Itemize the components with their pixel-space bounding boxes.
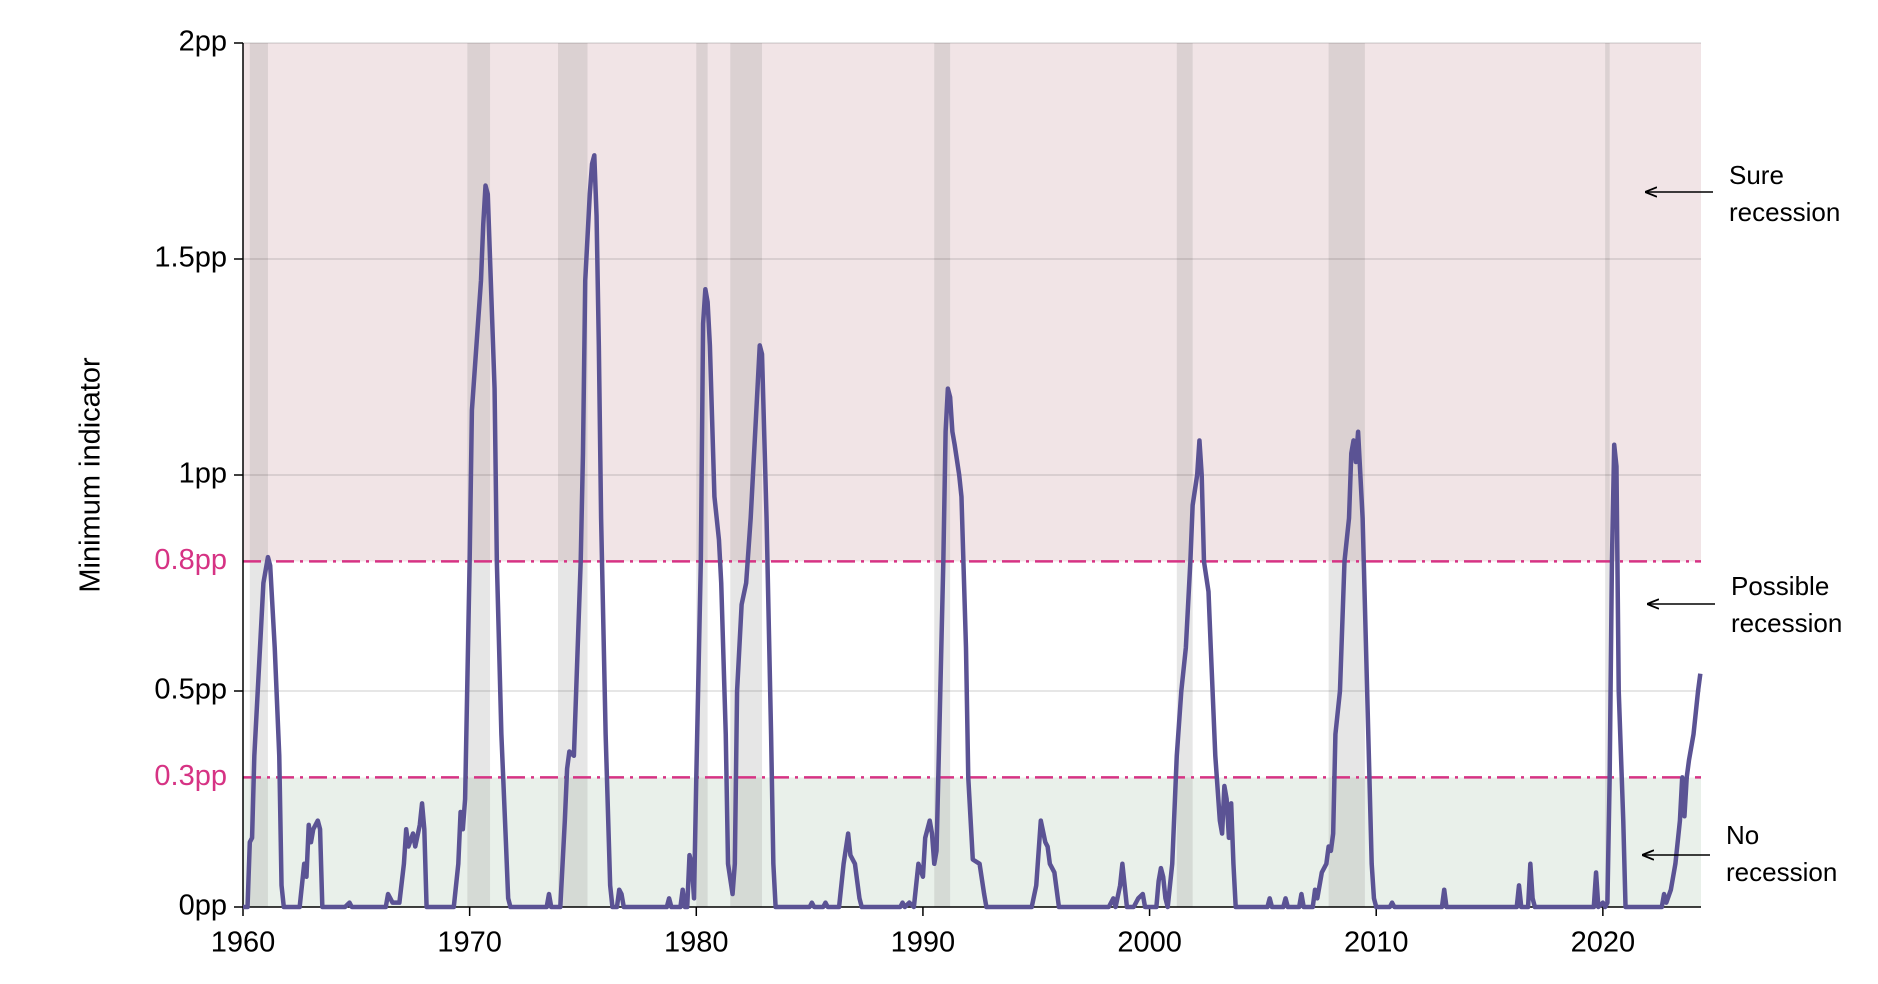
x-tick-label: 2000 <box>1117 927 1182 959</box>
x-tick-label: 1970 <box>437 927 502 959</box>
x-tick-label: 1990 <box>891 927 956 959</box>
annotation: No recession <box>1726 820 1838 887</box>
threshold-label: 0.8pp <box>154 544 227 576</box>
x-tick-label: 2020 <box>1571 927 1636 959</box>
y-tick-label: 0.5pp <box>154 674 227 706</box>
y-tick-label: 1.5pp <box>154 242 227 274</box>
annotation: Sure recession <box>1729 160 1841 227</box>
x-tick-label: 1960 <box>211 927 276 959</box>
x-tick-label: 1980 <box>664 927 729 959</box>
threshold-label: 0.3pp <box>154 760 227 792</box>
recession-band <box>467 43 491 907</box>
x-tick-label: 2010 <box>1344 927 1409 959</box>
y-tick-label: 2pp <box>179 26 227 58</box>
recession-band <box>249 43 268 907</box>
y-tick-label: 0pp <box>179 890 227 922</box>
zone <box>243 561 1701 778</box>
annotation: Possible recession <box>1731 571 1843 638</box>
y-tick-label: 1pp <box>179 458 227 490</box>
recession-band <box>1605 43 1610 907</box>
y-axis-label: Minimum indicator <box>75 357 107 593</box>
indicator-line <box>243 153 1703 910</box>
zone <box>243 43 1701 562</box>
